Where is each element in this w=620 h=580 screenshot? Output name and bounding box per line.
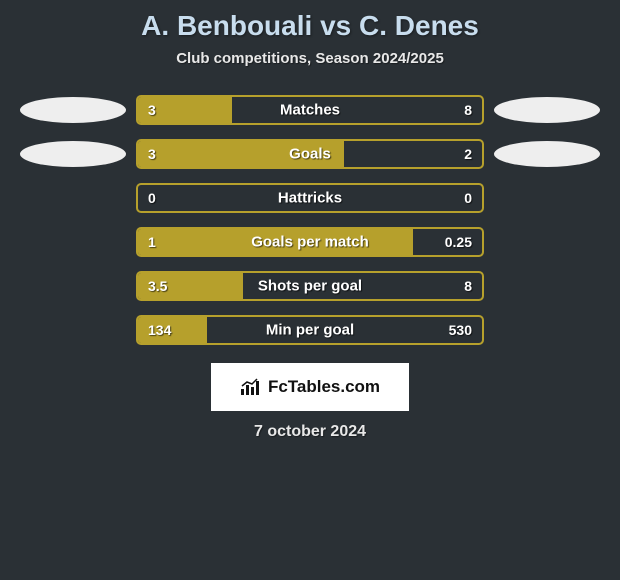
stat-label: Shots per goal bbox=[258, 278, 362, 295]
stat-right-value: 0.25 bbox=[445, 234, 472, 250]
player-left-oval bbox=[20, 141, 126, 167]
comparison-infographic: A. Benbouali vs C. Denes Club competitio… bbox=[0, 0, 620, 441]
stat-label: Min per goal bbox=[266, 322, 354, 339]
brand-suffix: .com bbox=[340, 377, 380, 396]
stat-label: Goals per match bbox=[251, 234, 369, 251]
stat-row: 3.5 Shots per goal 8 bbox=[0, 271, 620, 301]
stat-label: Goals bbox=[289, 146, 331, 163]
stat-label: Matches bbox=[280, 102, 340, 119]
stat-row: 134 Min per goal 530 bbox=[0, 315, 620, 345]
player-right-oval bbox=[494, 97, 600, 123]
stat-left-value: 3 bbox=[148, 102, 156, 118]
stat-row: 0 Hattricks 0 bbox=[0, 183, 620, 213]
stat-row: 3 Matches 8 bbox=[0, 95, 620, 125]
page-subtitle: Club competitions, Season 2024/2025 bbox=[0, 50, 620, 67]
stat-bar: 134 Min per goal 530 bbox=[136, 315, 484, 345]
brand-main: Tables bbox=[288, 377, 341, 396]
stat-bar: 0 Hattricks 0 bbox=[136, 183, 484, 213]
oval-spacer bbox=[20, 229, 126, 255]
stat-right-value: 8 bbox=[464, 278, 472, 294]
stat-right-value: 0 bbox=[464, 190, 472, 206]
stat-left-value: 0 bbox=[148, 190, 156, 206]
stat-left-value: 134 bbox=[148, 322, 171, 338]
chart-icon bbox=[240, 378, 262, 396]
stat-left-value: 3 bbox=[148, 146, 156, 162]
oval-spacer bbox=[494, 273, 600, 299]
stat-bar: 3 Matches 8 bbox=[136, 95, 484, 125]
player-left-oval bbox=[20, 97, 126, 123]
stat-right-value: 530 bbox=[449, 322, 472, 338]
oval-spacer bbox=[20, 185, 126, 211]
stat-bar: 3.5 Shots per goal 8 bbox=[136, 271, 484, 301]
oval-spacer bbox=[20, 273, 126, 299]
stat-row: 1 Goals per match 0.25 bbox=[0, 227, 620, 257]
stat-left-value: 1 bbox=[148, 234, 156, 250]
stat-rows: 3 Matches 8 3 Goals 2 0 Hattricks 0 1 Goals per ma… bbox=[0, 95, 620, 345]
page-title: A. Benbouali vs C. Denes bbox=[0, 10, 620, 42]
oval-spacer bbox=[494, 229, 600, 255]
brand-prefix: Fc bbox=[268, 377, 288, 396]
brand-text: FcTables.com bbox=[268, 377, 380, 397]
stat-bar: 3 Goals 2 bbox=[136, 139, 484, 169]
stat-bar: 1 Goals per match 0.25 bbox=[136, 227, 484, 257]
oval-spacer bbox=[20, 317, 126, 343]
oval-spacer bbox=[494, 185, 600, 211]
stat-left-value: 3.5 bbox=[148, 278, 167, 294]
player-right-oval bbox=[494, 141, 600, 167]
stat-right-value: 8 bbox=[464, 102, 472, 118]
oval-spacer bbox=[494, 317, 600, 343]
date-label: 7 october 2024 bbox=[0, 423, 620, 441]
brand-badge: FcTables.com bbox=[211, 363, 409, 411]
stat-label: Hattricks bbox=[278, 190, 342, 207]
stat-right-value: 2 bbox=[464, 146, 472, 162]
stat-row: 3 Goals 2 bbox=[0, 139, 620, 169]
